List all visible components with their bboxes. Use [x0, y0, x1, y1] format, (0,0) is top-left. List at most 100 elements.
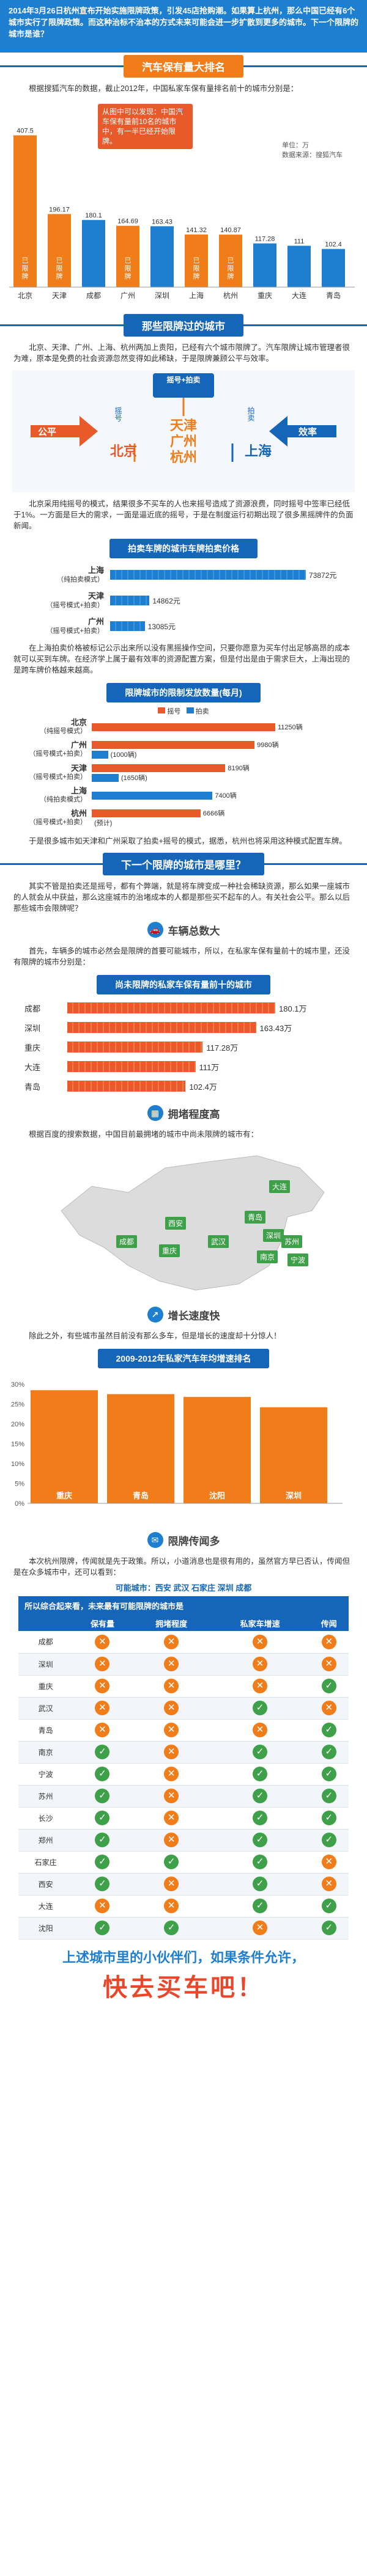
y-tick-label: 15%	[11, 1441, 24, 1448]
map-city-tag: 大连	[269, 1180, 291, 1193]
table-city: 大连	[18, 1895, 73, 1917]
table-cell: ✓	[210, 1895, 310, 1917]
table-cell: ✓	[210, 1873, 310, 1896]
bar-category-label: 杭州	[223, 291, 238, 300]
vehicle-city: 大连	[24, 1062, 41, 1072]
table-cell: ✓	[73, 1829, 132, 1852]
table-cell: ✓	[73, 1763, 132, 1786]
table-cell: ✕	[210, 1917, 310, 1939]
table-cell: ✓	[210, 1763, 310, 1786]
table-cell: ✕	[73, 1895, 132, 1917]
limited-tag-char: 已	[125, 257, 132, 265]
price-city: 广州 （摇号模式+拍卖）	[46, 616, 104, 635]
table-header: 拥堵程度	[132, 1615, 211, 1631]
section-title-next: 下一个限牌的城市是哪里？	[0, 850, 367, 877]
top10-chart-svg: 407.5 北京 已限牌 196.17 天津 已限牌 180.1 成都 164.69 广州 已限牌 1…	[9, 128, 355, 300]
lottery-city: 北京	[110, 443, 138, 459]
rumor-cities: 可能城市：西安 武汉 石家庄 深圳 成都	[0, 1582, 367, 1596]
table-cell: ✕	[132, 1873, 211, 1896]
table-city: 南京	[18, 1741, 73, 1764]
check-icon: ✓	[253, 1811, 268, 1825]
growth-bar	[260, 1407, 327, 1503]
price-value: 73872元	[309, 571, 337, 580]
quota-city: 天津 （摇号模式+拍卖）	[29, 764, 87, 781]
price-row: 上海 （纯拍卖模式） 73872元	[0, 562, 367, 588]
quota-row: 杭州 （摇号模式+拍卖） 6666辆 (预计)	[0, 809, 367, 827]
price-row: 广州 （摇号模式+拍卖） 13085元	[0, 613, 367, 639]
cross-icon: ✕	[95, 1657, 110, 1671]
table-city: 石家庄	[18, 1851, 73, 1874]
mixed-city: 广州	[169, 434, 197, 449]
section-title-text: 下一个限牌的城市是哪里？	[103, 852, 264, 875]
table-cell: ✓	[73, 1917, 132, 1939]
mixed-city: 天津	[169, 418, 197, 433]
bar-重庆	[253, 243, 276, 287]
table-cell: ✓	[132, 1851, 211, 1874]
table-cell: ✕	[210, 1653, 310, 1676]
section-title-text: 那些限牌过的城市	[124, 313, 243, 337]
check-icon: ✓	[321, 1899, 336, 1913]
growth-icon: ↗	[147, 1307, 163, 1323]
quota-value: 11250辆	[278, 724, 303, 731]
cross-icon: ✕	[164, 1701, 179, 1715]
vehicle-bar	[67, 1002, 275, 1013]
limited-tag-char: 限	[228, 265, 234, 272]
vehicle-chart: 成都 180.1万 深圳 163.43万 重庆 117.28万 大连 111万 青岛 102.4万	[0, 998, 367, 1096]
quota-bar	[92, 740, 255, 749]
table-city: 西安	[18, 1873, 73, 1896]
table-cell: ✓	[309, 1741, 349, 1764]
vehicle-bar	[67, 1022, 256, 1033]
table-city: 宁波	[18, 1763, 73, 1786]
quota-value: (1650辆)	[121, 775, 147, 782]
bar-value-label: 140.87	[220, 227, 241, 234]
table-cell: ✓	[132, 1917, 211, 1939]
speech-icon: ✉	[147, 1532, 163, 1548]
table-cell: ✓	[73, 1873, 132, 1896]
check-icon: ✓	[321, 1789, 336, 1803]
limited-intro: 北京、天津、广州、上海、杭州两加上贵阳，已经有六个城市限牌了。汽车限牌让城市管理…	[13, 343, 350, 363]
table-row: 重庆 ✕ ✕ ✕ ✓	[18, 1675, 349, 1698]
table-cell: ✓	[210, 1697, 310, 1720]
limited-tag-char: 牌	[56, 272, 63, 280]
limited-tag-char: 已	[228, 257, 234, 265]
y-tick-label: 5%	[15, 1481, 24, 1488]
intro-text: 2014年3月26日杭州宣布开始实施限牌政策，引发45店抢购潮。如果算上杭州，那…	[9, 6, 359, 38]
car-icon: 🚗	[147, 922, 163, 938]
bar-category-label: 上海	[189, 291, 204, 300]
summary-table: 保有量 拥堵程度 私家车增速 传闻 成都 ✕ ✕ ✕ ✕ 深圳 ✕ ✕ ✕ ✕ 重庆 ✕ ✕ ✕ ✓ 武汉 ✕ ✕ ✓ ✕ 青…	[18, 1615, 349, 1939]
table-city: 沈阳	[18, 1917, 73, 1939]
cross-icon: ✕	[164, 1877, 179, 1891]
summary-table-title: 所以综合起来看，未来最有可能限牌的城市是	[18, 1596, 349, 1615]
vehicle-bar	[67, 1061, 196, 1072]
quota-bar	[92, 723, 275, 731]
bar-category-label: 广州	[120, 291, 135, 300]
cross-icon: ✕	[164, 1679, 179, 1693]
table-cell: ✕	[309, 1873, 349, 1896]
vehicle-value: 180.1万	[279, 1004, 307, 1013]
table-city: 成都	[18, 1631, 73, 1654]
vehicle-city: 重庆	[24, 1043, 41, 1053]
cross-icon: ✕	[95, 1679, 110, 1693]
table-cell: ✓	[73, 1785, 132, 1808]
table-cell: ✓	[210, 1851, 310, 1874]
table-cell: ✕	[73, 1719, 132, 1742]
table-row: 武汉 ✕ ✕ ✓ ✕	[18, 1697, 349, 1720]
table-cell: ✓	[73, 1741, 132, 1764]
table-city: 青岛	[18, 1719, 73, 1742]
table-cell: ✓	[309, 1763, 349, 1786]
bar-成都	[82, 220, 105, 287]
table-row: 南京 ✓ ✕ ✓ ✓	[18, 1741, 349, 1764]
cross-icon: ✕	[164, 1767, 179, 1781]
quota-row: 北京 （纯摇号模式） 11250辆	[0, 718, 367, 735]
table-cell: ✕	[73, 1631, 132, 1654]
table-cell: ✓	[309, 1785, 349, 1808]
cross-icon: ✕	[321, 1701, 336, 1715]
vehicle-city: 深圳	[24, 1023, 41, 1033]
fairness-diagram: 公平 效率 摇号+拍卖 摇号 拍卖 北京 上海 天津 广州 杭州	[12, 370, 355, 492]
map-city-tag: 重庆	[159, 1244, 180, 1257]
vehicle-row: 重庆 117.28万	[0, 1037, 367, 1057]
table-cell: ✓	[210, 1829, 310, 1852]
check-icon: ✓	[95, 1789, 110, 1803]
next-intro: 其实不管是拍卖还是摇号，都有个弊端，就是将车牌变成一种社会稀缺资源，那么如果一座…	[13, 882, 350, 913]
check-icon: ✓	[253, 1855, 268, 1869]
